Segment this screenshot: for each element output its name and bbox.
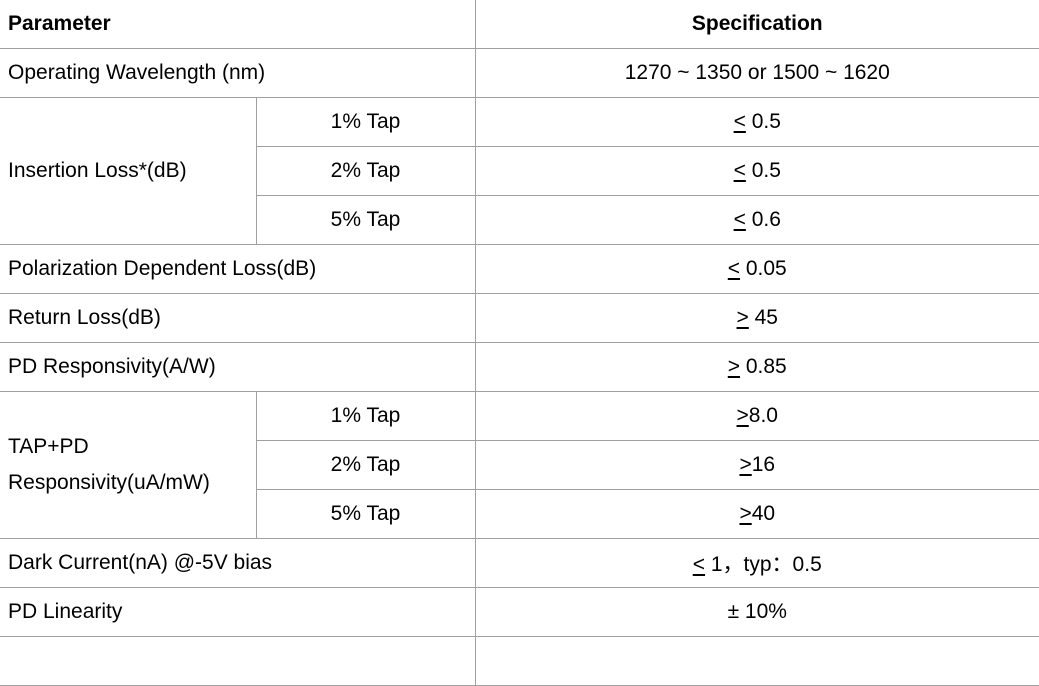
tap-label: 1% Tap [255, 97, 476, 147]
comparison-symbol: > [736, 306, 749, 329]
param-return-loss: Return Loss(dB) [0, 293, 476, 343]
table-row-partial [0, 636, 1039, 686]
spec-insertion-loss-2: < 0.5 [474, 146, 1039, 196]
table-row: Dark Current(nA) @-5V bias < 1，typ：0.5 [0, 538, 1039, 588]
tap-label: 2% Tap [256, 146, 476, 196]
spec-value: 1，typ：0.5 [705, 553, 822, 576]
comparison-symbol: < [692, 553, 706, 576]
spec-operating-wavelength: 1270 ~ 1350 or 1500 ~ 1620 [474, 48, 1039, 98]
spec-pd-responsivity: > 0.85 [474, 342, 1039, 392]
spec-value: 0.6 [745, 208, 781, 231]
param-cell-empty [0, 636, 476, 686]
table-row: Return Loss(dB) > 45 [0, 293, 1039, 343]
spec-value: 0.5 [745, 159, 781, 182]
header-parameter: Parameter [0, 0, 476, 49]
spec-dark-current: < 1，typ：0.5 [474, 538, 1039, 588]
spec-value: 40 [751, 502, 776, 525]
param-label-line1: TAP+PD [8, 435, 89, 458]
comparison-symbol: > [739, 502, 752, 525]
tap-label: 5% Tap [256, 489, 476, 539]
spec-value: 16 [751, 453, 776, 476]
table-row: Operating Wavelength (nm) 1270 ~ 1350 or… [0, 48, 1039, 98]
spec-tap-pd-2: >16 [474, 440, 1039, 490]
table-row: PD Linearity ± 10% [0, 587, 1039, 637]
tap-label: 2% Tap [256, 440, 476, 490]
comparison-symbol: > [736, 404, 749, 427]
comparison-symbol: < [733, 208, 746, 231]
table-row: PD Responsivity(A/W) > 0.85 [0, 342, 1039, 392]
param-operating-wavelength: Operating Wavelength (nm) [0, 48, 476, 98]
param-dark-current: Dark Current(nA) @-5V bias [0, 538, 476, 588]
spec-value: 0.05 [740, 257, 787, 280]
spec-value: 0.85 [740, 355, 787, 378]
spec-cell-empty [474, 636, 1039, 686]
spec-value: 8.0 [748, 404, 778, 427]
table-row: 5% Tap >40 [0, 489, 1039, 539]
spec-insertion-loss-1: < 0.5 [474, 97, 1039, 147]
spec-pdl: < 0.05 [474, 244, 1039, 294]
comparison-symbol: < [727, 257, 741, 280]
param-pd-linearity: PD Linearity [0, 587, 476, 637]
param-tap-pd-responsivity: TAP+PD Responsivity(uA/mW) [0, 391, 257, 539]
header-specification: Specification [474, 0, 1039, 49]
tap-label: 5% Tap [256, 195, 476, 245]
table-row: 2% Tap >16 [0, 440, 1039, 490]
table-row: Insertion Loss*(dB) 1% Tap < 0.5 [0, 97, 1039, 245]
param-label-line2: Responsivity(uA/mW) [8, 471, 210, 494]
spec-value: 45 [748, 306, 778, 329]
table-row: 2% Tap < 0.5 [0, 146, 1039, 196]
spec-tap-pd-5: >40 [474, 489, 1039, 539]
spec-return-loss: > 45 [474, 293, 1039, 343]
comparison-symbol: < [733, 110, 746, 133]
table-row: TAP+PD Responsivity(uA/mW) 1% Tap >8.0 [0, 391, 1039, 539]
tap-label: 1% Tap [255, 391, 476, 441]
comparison-symbol: < [733, 159, 746, 182]
spec-insertion-loss-5: < 0.6 [474, 195, 1039, 245]
spec-pd-linearity: ± 10% [474, 587, 1039, 637]
comparison-symbol: > [727, 355, 741, 378]
table-row: Polarization Dependent Loss(dB) < 0.05 [0, 244, 1039, 294]
param-pd-responsivity: PD Responsivity(A/W) [0, 342, 476, 392]
param-insertion-loss: Insertion Loss*(dB) [0, 97, 257, 245]
param-pdl: Polarization Dependent Loss(dB) [0, 244, 476, 294]
spec-value: 0.5 [745, 110, 781, 133]
comparison-symbol: > [739, 453, 752, 476]
spec-tap-pd-1: >8.0 [474, 391, 1039, 441]
header-row: Parameter Specification [0, 0, 1039, 49]
